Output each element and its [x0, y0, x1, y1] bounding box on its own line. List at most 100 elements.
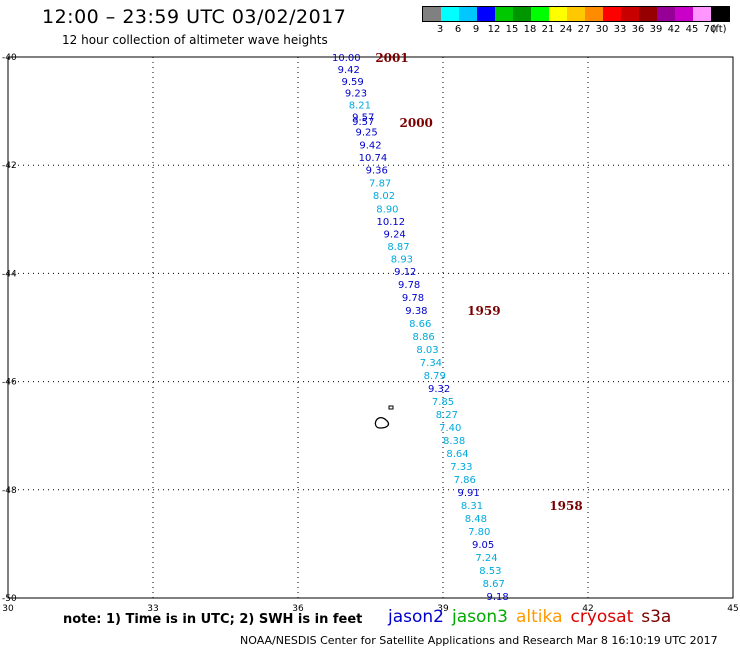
plot-frame — [7, 56, 734, 599]
colorbar-swatch — [711, 7, 729, 21]
wave-height-label: 8.53 — [479, 566, 501, 577]
x-tick-label: 30 — [2, 604, 14, 614]
colorbar-swatch — [495, 7, 513, 21]
colorbar-swatch — [477, 7, 495, 21]
colorbar-swatch — [567, 7, 585, 21]
wave-height-label: 9.38 — [405, 306, 427, 317]
wave-height-label: 9.78 — [402, 293, 424, 304]
y-tick-label: -46 — [2, 378, 17, 388]
wave-height-label: 8.90 — [376, 204, 398, 215]
colorbar-swatch — [423, 7, 441, 21]
wave-height-label: 7.40 — [439, 423, 461, 434]
colorbar-label: 39 — [649, 24, 663, 35]
colorbar-swatch — [531, 7, 549, 21]
colorbar-swatch — [585, 7, 603, 21]
colorbar-swatch — [459, 7, 477, 21]
colorbar-swatch — [441, 7, 459, 21]
colorbar-label: 33 — [613, 24, 627, 35]
wave-height-label: 9.59 — [341, 77, 363, 88]
time-label: 1959 — [467, 304, 500, 318]
y-tick-label: -42 — [2, 161, 17, 171]
wave-height-label: 8.66 — [409, 319, 431, 330]
satellite-legend-item: jason3 — [452, 607, 508, 627]
colorbar-label: 42 — [667, 24, 681, 35]
footnote: note: 1) Time is in UTC; 2) SWH is in fe… — [63, 612, 363, 627]
colorbar-swatch — [657, 7, 675, 21]
wave-height-label: 9.24 — [384, 229, 406, 240]
colorbar-label: 24 — [559, 24, 573, 35]
wave-height-label: 8.02 — [373, 191, 395, 202]
colorbar-swatch — [549, 7, 567, 21]
wave-height-label: 7.80 — [468, 527, 490, 538]
wave-height-label: 7.34 — [420, 358, 442, 369]
colorbar-label: 6 — [454, 24, 462, 35]
wave-height-label: 7.24 — [475, 553, 497, 564]
wave-height-label: 7.85 — [432, 397, 454, 408]
colorbar-label: 3 — [436, 24, 444, 35]
wave-height-label: 8.64 — [446, 449, 468, 460]
island-outline — [374, 416, 390, 429]
wave-height-label: 9.42 — [359, 141, 381, 152]
wave-height-label: 9.23 — [345, 89, 367, 100]
colorbar-label: 70 — [703, 24, 717, 35]
colorbar-label: 30 — [595, 24, 609, 35]
wave-height-label: 8.03 — [416, 345, 438, 356]
wave-height-label: 9.78 — [398, 280, 420, 291]
wave-height-label: 8.79 — [424, 371, 446, 382]
x-tick-label: 39 — [437, 604, 449, 614]
wave-height-label: 8.27 — [436, 410, 458, 421]
satellite-legend-item: altika — [516, 607, 563, 627]
colorbar-swatch — [513, 7, 531, 21]
colorbar-labels: 3 6 9 12 15 18 21 24 27 30 33 36 39 42 45 70 (ft) — [422, 22, 730, 36]
wave-height-label: 8.48 — [465, 514, 487, 525]
satellite-legend-item: cryosat — [570, 607, 634, 627]
wave-height-label: 9.91 — [457, 488, 479, 499]
y-tick-label: -48 — [2, 486, 17, 496]
islet-outline — [388, 405, 394, 410]
wave-height-label: 8.21 — [349, 101, 371, 112]
y-tick-label: -44 — [2, 269, 17, 279]
x-tick-label: 45 — [727, 604, 738, 614]
wave-height-label: 7.87 — [369, 179, 391, 190]
colorbar-swatch — [675, 7, 693, 21]
wave-height-label: 8.93 — [391, 254, 413, 265]
wave-height-label: 9.18 — [486, 592, 508, 603]
wave-height-label: 9.25 — [356, 128, 378, 139]
wave-height-label: 9.36 — [366, 166, 388, 177]
wave-height-label: 9.32 — [428, 384, 450, 395]
wave-height-label: 8.86 — [413, 332, 435, 343]
colorbar-label: 45 — [685, 24, 699, 35]
wave-height-label: 8.87 — [387, 242, 409, 253]
colorbar-label: 12 — [487, 24, 501, 35]
colorbar-label: 18 — [523, 24, 537, 35]
colorbar-label: 36 — [631, 24, 645, 35]
chart-subtitle: 12 hour collection of altimeter wave hei… — [62, 33, 328, 47]
satellite-legend-item: jason2 — [388, 607, 444, 627]
wave-height-label: 10.00 — [332, 53, 361, 64]
x-tick-label: 42 — [582, 604, 593, 614]
colorbar-swatch — [603, 7, 621, 21]
x-tick-label: 36 — [292, 604, 304, 614]
x-tick-label: 33 — [147, 604, 158, 614]
colorbar-swatches — [422, 6, 730, 22]
time-label: 2000 — [400, 116, 433, 130]
colorbar-swatch — [693, 7, 711, 21]
colorbar-label: 15 — [505, 24, 519, 35]
colorbar-label: 9 — [472, 24, 480, 35]
wave-height-label: 8.31 — [461, 501, 483, 512]
wave-height-colorbar: 3 6 9 12 15 18 21 24 27 30 33 36 39 42 45 70 (ft) — [422, 6, 730, 36]
satellite-legend: jason2 jason3 altika cryosat s3a — [388, 607, 679, 627]
y-tick-label: -40 — [2, 53, 17, 63]
wave-height-label: 9.57 — [352, 117, 374, 128]
colorbar-label: 21 — [541, 24, 555, 35]
colorbar-label: (ft) — [711, 24, 727, 35]
y-tick-label: -50 — [2, 594, 17, 604]
chart-title: 12:00 – 23:59 UTC 03/02/2017 — [42, 6, 347, 28]
colorbar-swatch — [639, 7, 657, 21]
wave-height-label: 9.42 — [338, 65, 360, 76]
wave-height-label: 9.12 — [394, 267, 416, 278]
wave-height-label: 9.57 — [352, 113, 374, 124]
wave-height-label: 8.67 — [483, 579, 505, 590]
time-label: 2001 — [375, 51, 408, 65]
time-label: 1958 — [549, 499, 582, 513]
